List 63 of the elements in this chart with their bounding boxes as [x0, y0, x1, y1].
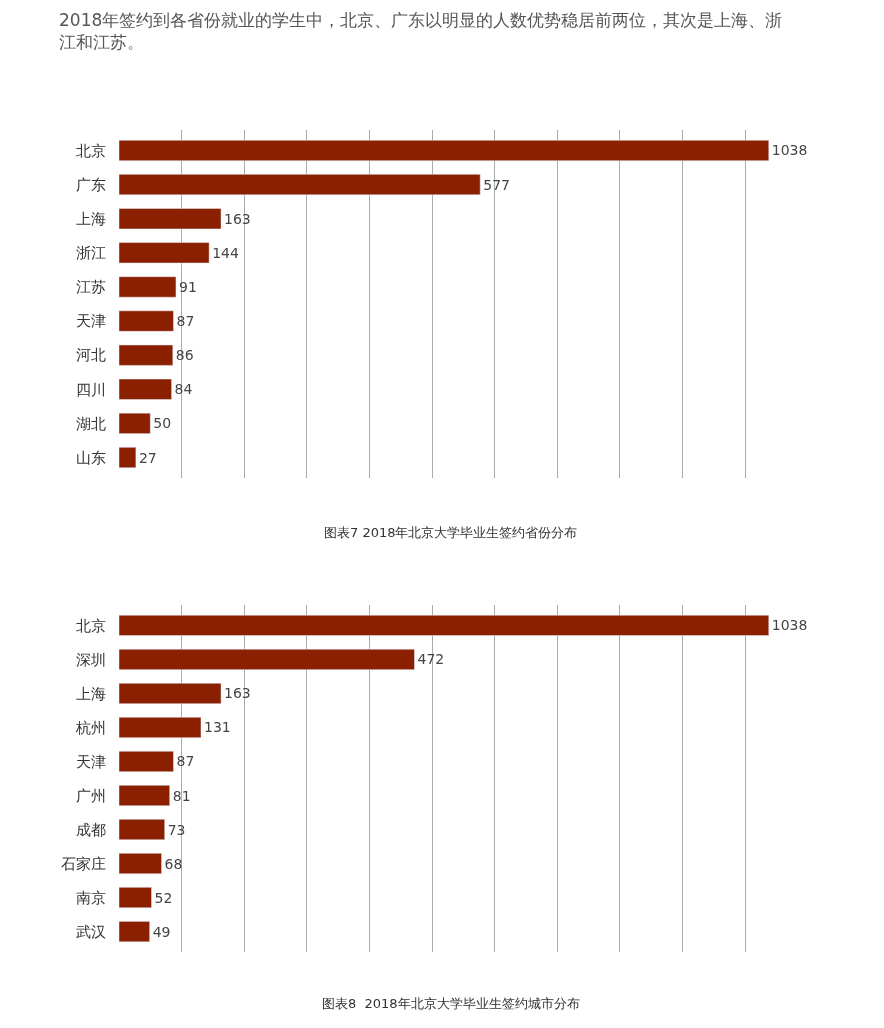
- y-tick-label: 河北: [76, 346, 106, 365]
- data-label: 84: [174, 381, 193, 398]
- y-tick-label: 南京: [76, 888, 106, 907]
- data-label: 87: [176, 313, 195, 330]
- text: 图表8 2018年北京大学毕业生签约城市分布: [322, 996, 580, 1011]
- y-tick-label: 广东: [76, 175, 106, 194]
- bar: [119, 310, 174, 332]
- y-tick-label: 武汉: [76, 922, 106, 941]
- data-label: 163: [224, 685, 251, 702]
- data-label: 577: [483, 176, 510, 193]
- y-tick-label: 天津: [76, 752, 106, 771]
- data-label: 50: [153, 415, 172, 432]
- data-label: 86: [175, 347, 194, 364]
- data-label: 472: [417, 651, 445, 668]
- chart-title: 2018年签约到各省份就业的学生中，北京、广东以明显的人数优势稳居前两位，其次是上海、浙江和江苏。: [59, 10, 783, 53]
- bar: [119, 344, 174, 366]
- y-tick-label: 上海: [76, 684, 106, 703]
- y-tick-label: 湖北: [76, 414, 106, 433]
- text: 图表7 2018年北京大学毕业生签约省份分布: [324, 525, 578, 540]
- bar: [119, 717, 202, 738]
- data-label: 144: [212, 244, 239, 261]
- bar: [119, 683, 222, 704]
- bar: [119, 208, 222, 230]
- data-label: 68: [164, 855, 183, 872]
- y-tick-label: 石家庄: [61, 854, 106, 873]
- y-tick-label: 深圳: [76, 650, 106, 669]
- y-tick-label: 成都: [76, 820, 106, 839]
- data-label: 81: [172, 787, 191, 804]
- y-tick-label: 天津: [76, 312, 106, 331]
- bar: [119, 853, 162, 874]
- data-label: 1038: [771, 142, 808, 159]
- y-tick-label: 广州: [76, 786, 106, 805]
- data-label: 73: [167, 821, 186, 838]
- bar: [119, 921, 150, 943]
- bar: [119, 378, 172, 400]
- bar: [119, 648, 415, 670]
- data-label: 91: [178, 278, 197, 295]
- bar: [119, 614, 770, 636]
- y-tick-label: 上海: [76, 209, 106, 228]
- y-tick-label: 北京: [76, 616, 106, 635]
- data-label: 163: [224, 210, 251, 227]
- data-label: 87: [176, 753, 195, 770]
- bar: [119, 139, 770, 161]
- bar: [119, 819, 165, 840]
- bar: [119, 751, 174, 772]
- y-tick-label: 山东: [76, 448, 106, 467]
- data-label: 131: [204, 719, 231, 736]
- data-label: 27: [138, 449, 157, 466]
- y-tick-label: 北京: [76, 141, 106, 160]
- y-tick-label: 浙江: [76, 244, 106, 263]
- bar: [119, 447, 137, 469]
- y-tick-label: 江苏: [76, 278, 106, 297]
- bar: [119, 242, 210, 264]
- bar: [119, 785, 170, 806]
- bar: [119, 276, 177, 298]
- data-label: 52: [154, 889, 173, 906]
- y-tick-label: 四川: [76, 380, 106, 399]
- bar: [119, 887, 152, 909]
- data-label: 49: [152, 923, 171, 940]
- bar: [119, 412, 151, 434]
- bar: [119, 174, 481, 196]
- data-label: 1038: [771, 617, 808, 634]
- y-tick-label: 杭州: [75, 718, 106, 737]
